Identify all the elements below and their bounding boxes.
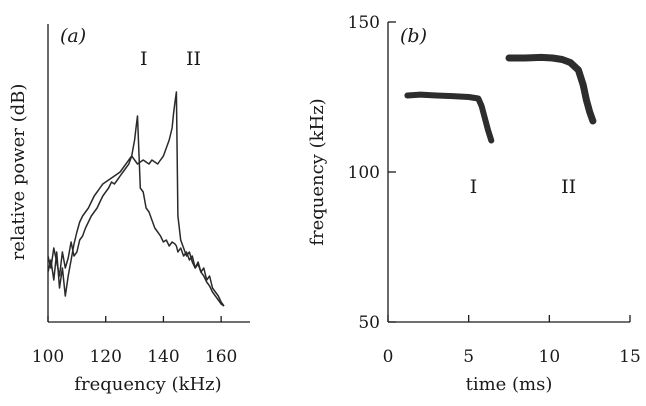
panel-a: (a) 100 120 140 160 I II frequency (kHz) re… xyxy=(8,24,250,395)
panel-a-series-line-2 xyxy=(47,91,225,307)
panel-a-y-label: relative power (dB) xyxy=(8,84,29,261)
panel-b-x-tick-label: 5 xyxy=(463,347,474,367)
panel-a-x-tick-labels: 100 120 140 160 xyxy=(32,347,238,367)
panel-a-x-tick-label: 120 xyxy=(89,347,121,367)
panel-b-contour-II xyxy=(505,53,597,125)
panel-b-y-label: frequency (kHz) xyxy=(307,98,328,245)
panel-b-contours xyxy=(404,53,597,144)
panel-b-contour-I xyxy=(404,91,495,144)
panel-a-x-tick-label: 100 xyxy=(32,347,64,367)
panel-b-x-label: time (ms) xyxy=(466,374,553,395)
panel-b-contour-edge-I xyxy=(407,94,494,143)
panel-a-series-line-1 xyxy=(47,115,225,307)
panel-a-x-label: frequency (kHz) xyxy=(74,374,221,395)
panel-a-label: (a) xyxy=(60,25,86,47)
panel-a-x-tick-label: 160 xyxy=(205,347,237,367)
panel-b-x-tick-label: 0 xyxy=(383,347,394,367)
panel-b-x-tick-label: 10 xyxy=(539,347,561,367)
panel-b-annotation-II: II xyxy=(561,176,576,198)
panel-b: (b) 0 5 10 15 50 100 150 I II time (ms) freque… xyxy=(307,13,641,395)
panel-b-contour-edge-II xyxy=(508,57,595,124)
panel-a-traces xyxy=(47,91,225,307)
panel-b-y-tick-label: 150 xyxy=(348,13,380,33)
panel-b-label: (b) xyxy=(400,25,427,47)
panel-b-y-tick-label: 50 xyxy=(358,313,380,333)
panel-b-annotation-I: I xyxy=(470,176,478,198)
panel-b-x-tick-label: 15 xyxy=(619,347,641,367)
panel-b-ticks xyxy=(387,21,631,323)
panel-a-annotation-II: II xyxy=(186,48,201,70)
panel-a-annotation-I: I xyxy=(140,48,148,70)
panel-a-x-ticks xyxy=(47,316,222,322)
panel-b-y-tick-label: 100 xyxy=(348,163,380,183)
panel-a-x-tick-label: 140 xyxy=(147,347,179,367)
panel-b-tick-labels: 0 5 10 15 50 100 150 xyxy=(348,13,641,367)
